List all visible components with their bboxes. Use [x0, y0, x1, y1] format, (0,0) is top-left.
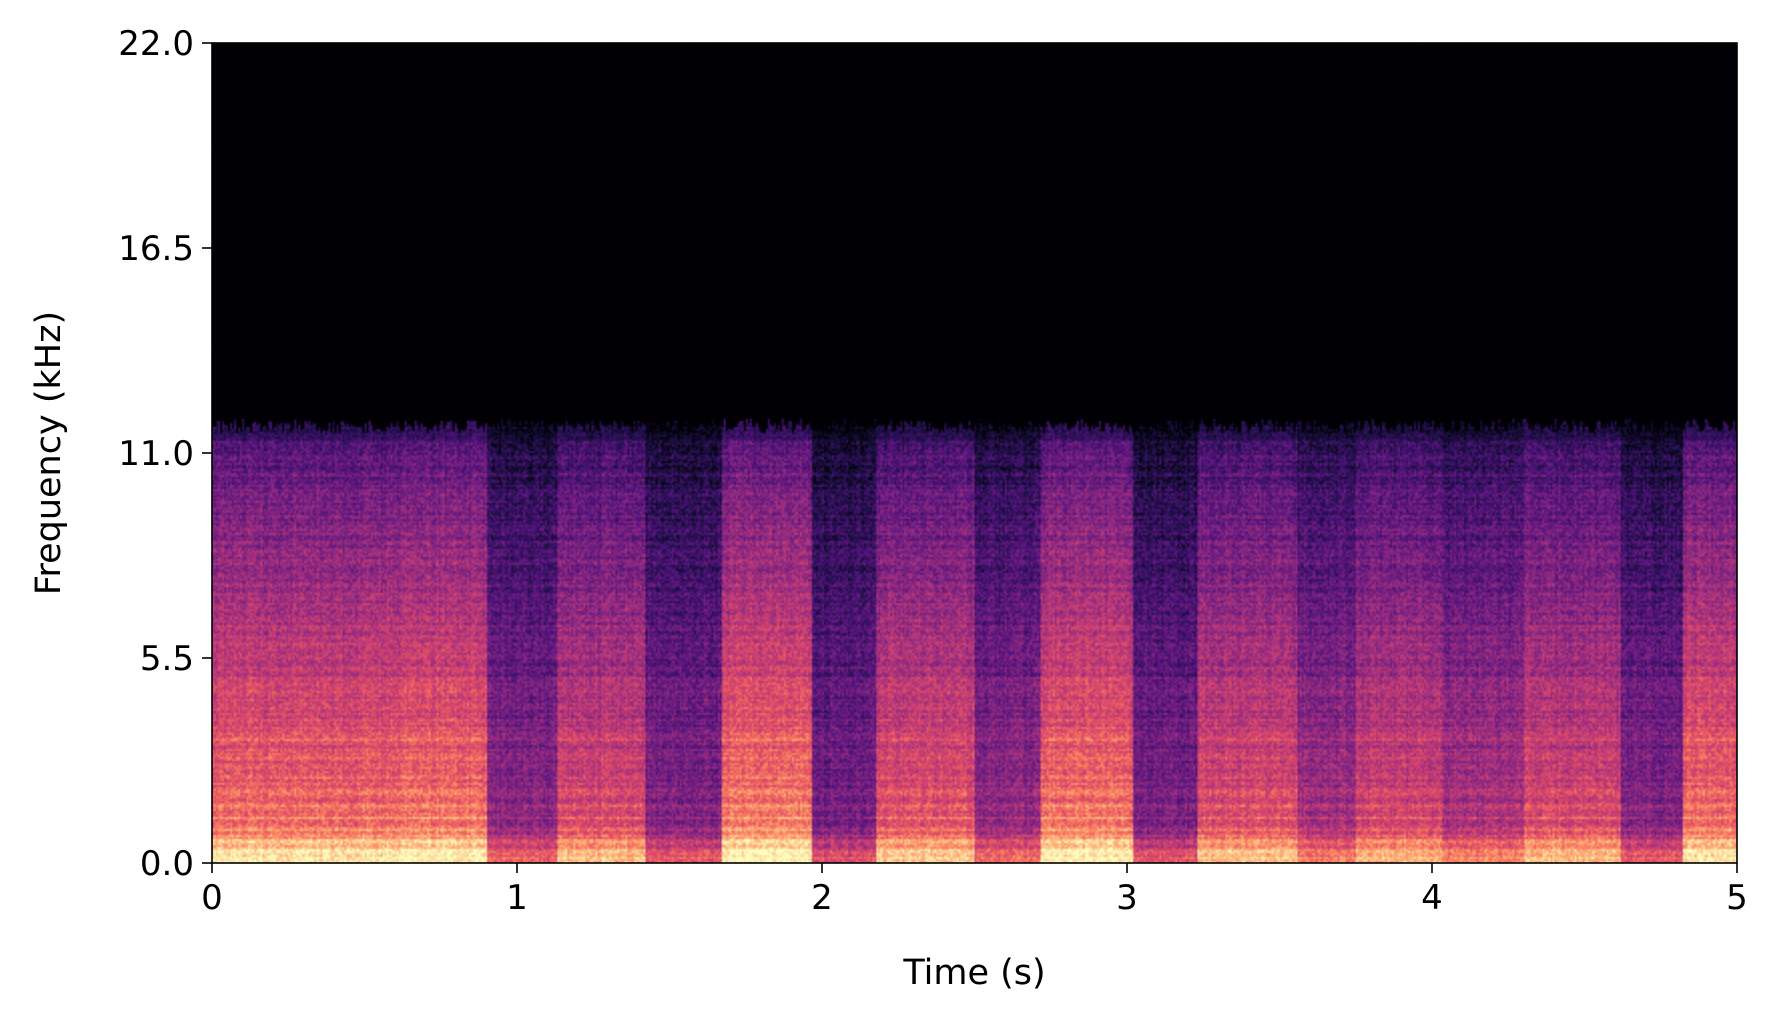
- y-tick-label: 5.5: [140, 639, 194, 679]
- y-tick-label: 22.0: [118, 24, 194, 64]
- y-axis-label: Frequency (kHz): [29, 311, 69, 595]
- y-tick-label: 0.0: [140, 844, 194, 884]
- x-axis-label: Time (s): [902, 953, 1045, 993]
- y-tick-label: 16.5: [118, 229, 194, 269]
- x-axis-ticks: 0 1 2 3 4 5: [201, 863, 1748, 918]
- x-tick-label: 5: [1726, 878, 1748, 918]
- x-tick-label: 1: [506, 878, 528, 918]
- x-tick-label: 0: [201, 878, 223, 918]
- x-tick-label: 3: [1116, 878, 1138, 918]
- spectrogram-image: [212, 43, 1737, 863]
- x-tick-label: 2: [811, 878, 833, 918]
- y-axis-ticks: 0.0 5.5 11.0 16.5 22.0: [118, 24, 212, 884]
- x-tick-label: 4: [1421, 878, 1443, 918]
- plot-area: [212, 43, 1737, 863]
- y-tick-label: 11.0: [118, 434, 194, 474]
